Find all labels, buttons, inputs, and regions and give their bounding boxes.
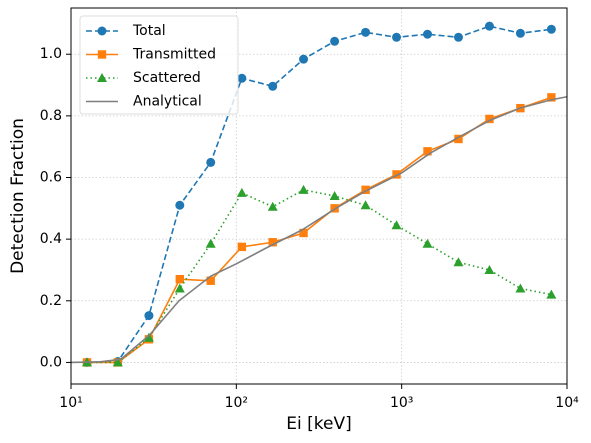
legend-label: Transmitted	[132, 47, 216, 63]
marker	[206, 276, 215, 285]
y-tick-label: 0.2	[40, 293, 62, 309]
marker	[484, 264, 495, 274]
marker	[392, 170, 401, 179]
x-axis-label: Ei [keV]	[286, 414, 351, 434]
marker	[484, 21, 494, 31]
marker	[97, 50, 107, 59]
x-tick-label: 10²	[225, 395, 248, 411]
marker	[547, 93, 556, 102]
legend-label: Scattered	[133, 70, 201, 86]
marker	[453, 32, 463, 42]
marker	[97, 73, 107, 82]
marker	[267, 201, 278, 211]
marker	[174, 283, 185, 293]
marker	[299, 54, 309, 64]
marker	[236, 187, 247, 197]
marker	[546, 24, 556, 34]
legend-label: Total	[132, 23, 166, 39]
marker	[392, 32, 402, 42]
marker	[422, 238, 433, 248]
marker	[237, 242, 247, 252]
marker	[299, 228, 308, 238]
legend-box	[79, 15, 239, 115]
marker	[330, 36, 340, 46]
series-line	[87, 188, 552, 364]
marker	[237, 73, 247, 83]
series-line	[86, 25, 552, 364]
legend: Total Transmitted Scattered Analytical	[79, 15, 239, 115]
marker	[485, 114, 494, 124]
y-tick-label: 0.0	[40, 354, 62, 370]
y-axis-label: Detection Fraction	[8, 118, 28, 274]
marker	[206, 157, 216, 167]
y-tick-label: 0.4	[40, 231, 62, 247]
marker	[97, 26, 107, 36]
y-tick-label: 1.0	[40, 46, 62, 62]
legend-label: Analytical	[133, 94, 202, 110]
marker	[112, 357, 123, 367]
y-tick-label: 0.6	[40, 170, 62, 186]
marker	[144, 311, 154, 321]
marker	[205, 238, 216, 248]
marker	[175, 275, 184, 284]
marker	[454, 134, 463, 144]
x-tick-label: 10³	[390, 395, 413, 411]
marker	[361, 185, 370, 195]
marker	[515, 283, 526, 293]
marker	[391, 220, 402, 230]
marker	[361, 27, 371, 37]
marker	[422, 29, 432, 39]
marker	[298, 184, 309, 194]
marker	[515, 28, 525, 38]
marker	[175, 200, 185, 210]
marker	[423, 147, 432, 156]
marker	[546, 289, 557, 299]
marker	[268, 238, 277, 247]
marker	[329, 191, 340, 200]
marker	[143, 332, 154, 342]
x-tick-label: 10⁴	[555, 395, 579, 411]
series-line	[70, 95, 568, 364]
marker	[360, 200, 371, 210]
marker	[453, 257, 464, 267]
plot-frame	[70, 7, 568, 385]
y-tick-label: 0.8	[40, 108, 62, 124]
x-tick-label: 10¹	[59, 395, 82, 411]
marker	[268, 81, 278, 91]
